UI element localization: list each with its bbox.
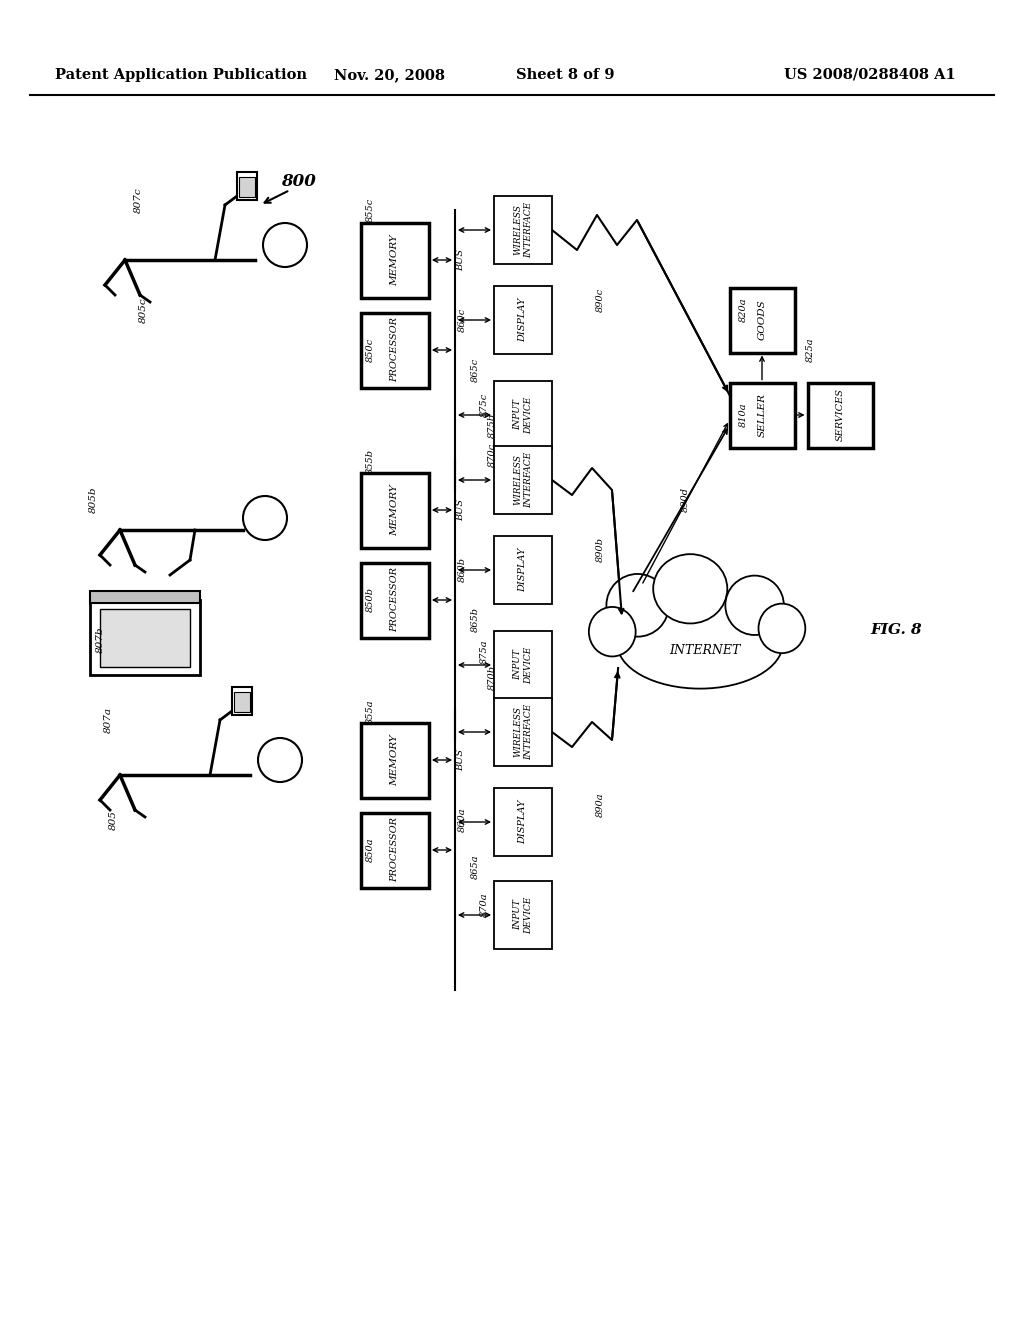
Text: MEMORY: MEMORY [390,484,399,536]
Bar [729,383,795,447]
Bar [494,698,552,766]
Text: PROCESSOR: PROCESSOR [390,568,399,632]
Bar [361,562,429,638]
Text: 855a: 855a [366,700,375,725]
Ellipse shape [653,554,727,623]
Bar [234,692,250,711]
Ellipse shape [606,574,669,636]
Text: 865b: 865b [470,607,479,632]
Text: 825a: 825a [806,338,814,362]
Circle shape [263,223,307,267]
Bar [361,313,429,388]
Text: GOODS: GOODS [758,300,767,341]
Ellipse shape [589,607,636,656]
Text: INPUT
DEVICE: INPUT DEVICE [513,896,532,933]
Bar [232,686,252,715]
Text: 855c: 855c [366,198,375,222]
Bar [494,286,552,354]
Text: 870c: 870c [487,444,497,467]
Text: 805c: 805c [138,297,147,323]
Ellipse shape [617,598,783,689]
Bar [494,880,552,949]
Text: 875b: 875b [487,412,497,437]
Circle shape [243,496,287,540]
Bar [361,722,429,797]
Text: Patent Application Publication: Patent Application Publication [55,69,307,82]
Bar [494,536,552,605]
Text: PROCESSOR: PROCESSOR [390,817,399,883]
Bar [729,288,795,352]
Text: 875c: 875c [479,393,488,417]
Bar [808,383,872,447]
Bar [237,172,257,201]
Bar [100,609,190,667]
Text: INPUT
DEVICE: INPUT DEVICE [513,396,532,434]
Text: 855b: 855b [366,450,375,474]
Text: 860a: 860a [458,808,467,833]
Text: 890c: 890c [596,288,604,312]
Text: 850b: 850b [366,587,375,612]
Text: BUS: BUS [457,499,466,521]
Text: 800: 800 [281,173,315,190]
Bar [361,223,429,297]
Text: 850a: 850a [366,838,375,862]
Text: BUS: BUS [457,748,466,771]
Text: DISPLAY: DISPLAY [518,298,527,342]
Bar [494,195,552,264]
Text: SERVICES: SERVICES [836,388,845,441]
Text: 890d: 890d [681,487,689,512]
Bar [494,381,552,449]
Bar [90,591,200,603]
Bar [494,631,552,700]
Bar [494,788,552,855]
Text: MEMORY: MEMORY [390,734,399,785]
Text: 865a: 865a [470,854,479,879]
Ellipse shape [759,603,805,653]
Text: FIG. 8: FIG. 8 [870,623,922,638]
Text: DISPLAY: DISPLAY [518,548,527,593]
Text: BUS: BUS [457,249,466,271]
Text: WIRELESS
INTERFACE: WIRELESS INTERFACE [513,451,532,508]
Text: Sheet 8 of 9: Sheet 8 of 9 [516,69,614,82]
Text: INTERNET: INTERNET [670,644,740,656]
Text: 890b: 890b [596,537,604,562]
Text: 820a: 820a [738,298,748,322]
Text: 865c: 865c [470,358,479,381]
Bar [361,473,429,548]
Text: MEMORY: MEMORY [390,234,399,286]
Text: 805b: 805b [88,487,97,513]
Bar [361,813,429,887]
Text: SELLER: SELLER [758,393,767,437]
Text: 810a: 810a [738,403,748,428]
Text: US 2008/0288408 A1: US 2008/0288408 A1 [784,69,955,82]
Text: WIRELESS
INTERFACE: WIRELESS INTERFACE [513,202,532,259]
Text: 850c: 850c [366,338,375,362]
Text: 870a: 870a [479,892,488,917]
Text: 875a: 875a [479,640,488,664]
Text: 860b: 860b [458,557,467,582]
Text: 807b: 807b [95,627,104,653]
Text: DISPLAY: DISPLAY [518,800,527,845]
Text: 807a: 807a [103,708,113,733]
Text: 870b: 870b [487,664,497,689]
Text: 890a: 890a [596,793,604,817]
Text: 860c: 860c [458,308,467,333]
Text: PROCESSOR: PROCESSOR [390,318,399,383]
Text: 805: 805 [109,810,118,830]
Text: Nov. 20, 2008: Nov. 20, 2008 [335,69,445,82]
Bar [494,446,552,513]
Ellipse shape [725,576,783,635]
Text: WIRELESS
INTERFACE: WIRELESS INTERFACE [513,704,532,760]
Circle shape [258,738,302,781]
Bar [239,177,255,197]
Text: INPUT
DEVICE: INPUT DEVICE [513,647,532,684]
Bar [90,601,200,675]
Text: 807c: 807c [133,187,142,213]
